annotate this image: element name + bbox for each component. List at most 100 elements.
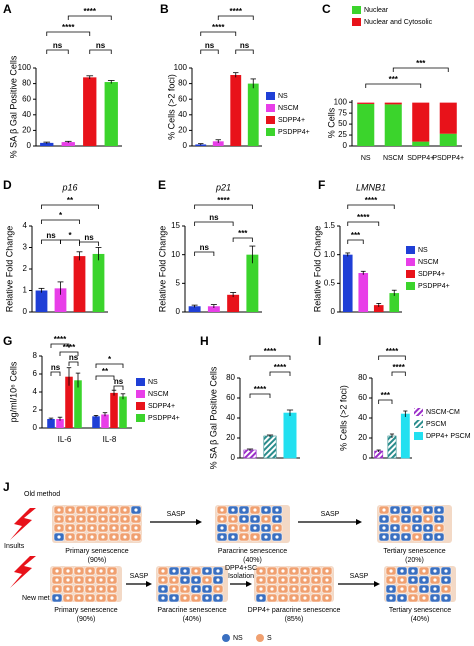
arrow-label: SASP [350, 573, 369, 580]
nucleus [220, 535, 224, 539]
significance-bracket [200, 31, 237, 36]
nucleus [292, 587, 296, 591]
chart-title: p16 [61, 182, 77, 192]
significance-label: **** [63, 343, 76, 352]
nucleus [79, 517, 83, 521]
legend-cell [256, 634, 264, 642]
nucleus [389, 578, 393, 582]
nucleus [66, 569, 70, 573]
nucleus [411, 578, 415, 582]
nucleus [57, 535, 61, 539]
nucleus [161, 587, 165, 591]
bar [119, 396, 127, 428]
bar [207, 306, 220, 312]
step-percent: (40%) [183, 616, 202, 623]
nucleus [253, 508, 257, 512]
significance-bracket [200, 49, 219, 54]
significance-label: **** [357, 213, 370, 222]
legend-key [136, 390, 145, 398]
nucleus [172, 578, 176, 582]
y-tick-label: 0 [176, 307, 181, 316]
y-axis-label: Relative Fold Change [4, 226, 14, 313]
nucleus [389, 569, 393, 573]
y-axis-label: Relative Fold Change [312, 226, 322, 313]
panel-label: H [200, 334, 209, 348]
bar [227, 294, 240, 312]
nucleus [216, 578, 220, 582]
legend-key [136, 402, 145, 410]
nucleus [411, 596, 415, 600]
nucleus [194, 596, 198, 600]
nucleus [161, 578, 165, 582]
nucleus [400, 569, 404, 573]
nucleus [123, 526, 127, 530]
y-tick-label: 15 [171, 221, 180, 230]
nucleus [68, 508, 72, 512]
y-tick-label: 0 [23, 307, 28, 316]
significance-bracket [391, 371, 406, 376]
nucleus [325, 596, 329, 600]
nucleus [205, 587, 209, 591]
legend-key [136, 378, 145, 386]
step-title: Tertiary senescence [389, 607, 451, 614]
nucleus [325, 587, 329, 591]
significance-label: **** [230, 7, 243, 16]
significance-bracket [249, 393, 271, 398]
significance-bracket [46, 49, 69, 54]
significance-label: **** [217, 196, 230, 205]
lightning [10, 508, 36, 540]
y-tick-label: 100 [174, 63, 188, 72]
nucleus [400, 596, 404, 600]
significance-label: **** [212, 23, 225, 32]
arrow-label: Isolation [228, 573, 254, 580]
y-tick-label: 4 [23, 221, 28, 230]
legend-label: Nuclear and Cytosolic [364, 19, 433, 26]
y-tick-label: 20 [178, 126, 187, 135]
nucleus [110, 569, 114, 573]
y-tick-label: 25 [338, 130, 347, 139]
nucleus [404, 535, 408, 539]
y-axis-label: % Cells [326, 107, 336, 138]
y-tick-label: 0 [363, 453, 368, 462]
bar [54, 288, 67, 312]
step-percent: (40%) [411, 616, 430, 623]
nucleus [393, 517, 397, 521]
legend-label: NS [278, 93, 288, 100]
nucleus [270, 587, 274, 591]
bar [83, 77, 97, 146]
nucleus [382, 508, 386, 512]
nucleus [264, 535, 268, 539]
nucleus [231, 517, 235, 521]
y-axis-label: pg/ml/10⁶ Cells [8, 361, 18, 422]
bar [40, 142, 54, 146]
significance-label: **** [274, 363, 287, 372]
legend-key [406, 282, 415, 290]
nucleus [400, 578, 404, 582]
bar [389, 293, 400, 312]
y-tick-label: 60 [22, 94, 31, 103]
legend-key [136, 414, 145, 422]
nucleus [281, 587, 285, 591]
significance-label: **** [264, 347, 277, 356]
significance-bracket [347, 221, 380, 226]
nucleus [433, 578, 437, 582]
nucleus [112, 535, 116, 539]
y-tick-label: 80 [178, 79, 187, 88]
nucleus [77, 578, 81, 582]
significance-label: *** [416, 59, 426, 68]
bar [212, 141, 224, 146]
legend-key [406, 258, 415, 266]
significance-label: ns [114, 377, 124, 386]
significance-bracket [194, 221, 234, 226]
significance-bracket [269, 371, 291, 376]
bar [110, 392, 118, 428]
significance-label: ns [69, 353, 79, 362]
bar [73, 256, 86, 312]
legend-key [352, 6, 361, 14]
bar [243, 449, 257, 459]
nucleus [437, 526, 441, 530]
bar [387, 435, 397, 459]
nucleus [264, 517, 268, 521]
significance-label: **** [54, 335, 67, 344]
nucleus [422, 587, 426, 591]
